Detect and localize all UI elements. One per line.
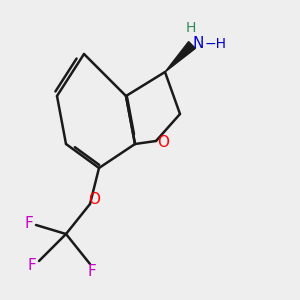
Text: H: H	[185, 22, 196, 35]
Text: F: F	[87, 264, 96, 279]
Text: O: O	[88, 192, 100, 207]
Text: −H: −H	[205, 37, 226, 50]
Text: O: O	[158, 135, 169, 150]
Polygon shape	[165, 42, 195, 72]
Text: N: N	[192, 36, 203, 51]
Text: F: F	[27, 258, 36, 273]
Text: F: F	[24, 216, 33, 231]
